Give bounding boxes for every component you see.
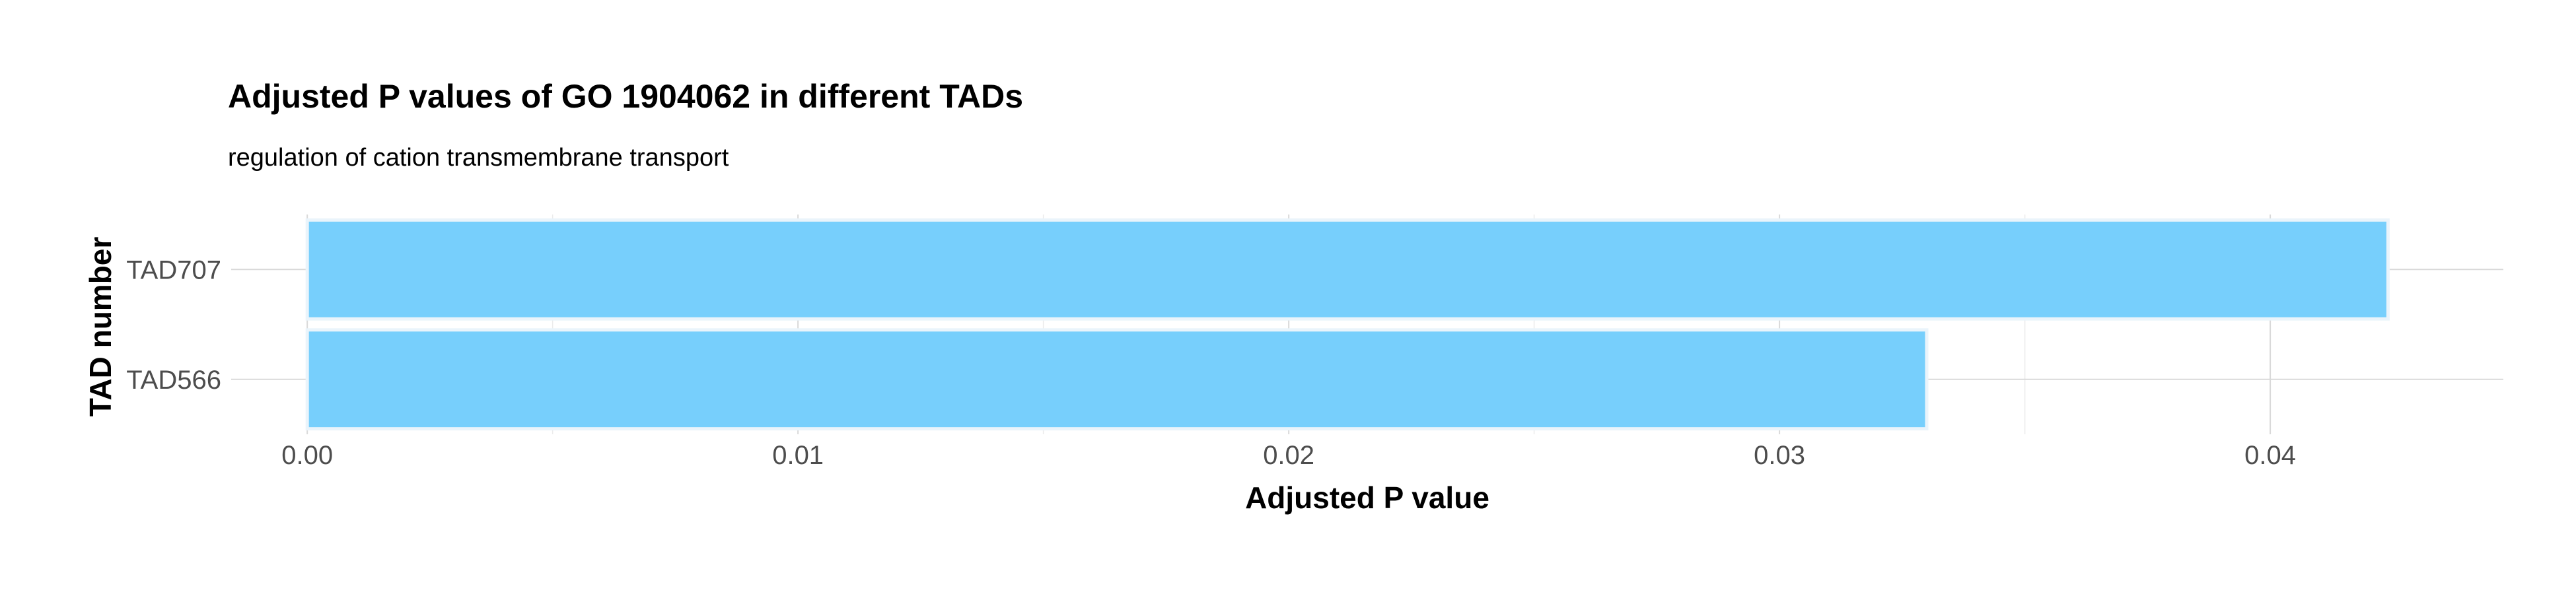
x-tick-label: 0.01 — [772, 441, 824, 470]
bar-tad707 — [305, 218, 2390, 321]
chart-title: Adjusted P values of GO 1904062 in diffe… — [228, 78, 1023, 115]
y-axis-title: TAD number — [83, 237, 118, 417]
x-tick-label: 0.02 — [1263, 441, 1314, 470]
y-tick-label: TAD566 — [126, 366, 221, 395]
x-tick-label: 0.04 — [2244, 441, 2296, 470]
y-axis-tick-labels: TAD707 TAD566 — [126, 255, 221, 395]
bars — [305, 218, 2390, 431]
x-tick-label: 0.00 — [281, 441, 333, 470]
y-tick-label: TAD707 — [126, 255, 221, 284]
x-axis-title: Adjusted P value — [1245, 480, 1489, 515]
chart-subtitle: regulation of cation transmembrane trans… — [228, 144, 729, 172]
x-tick-label: 0.03 — [1754, 441, 1805, 470]
x-axis-tick-labels: 0.00 0.01 0.02 0.03 0.04 — [281, 441, 2296, 470]
bar-tad566 — [305, 328, 1929, 431]
